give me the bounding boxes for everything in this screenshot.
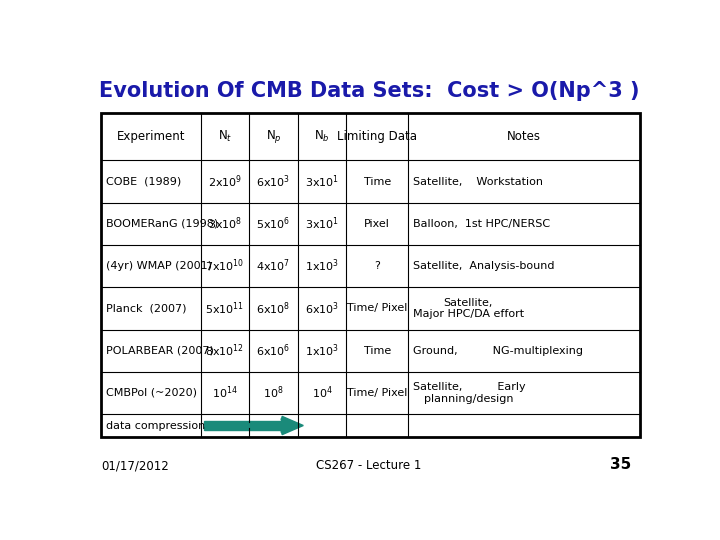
Text: 5x10$^6$: 5x10$^6$ — [256, 215, 291, 232]
Text: 3x10$^8$: 3x10$^8$ — [208, 215, 242, 232]
Text: Satellite,  Analysis-bound: Satellite, Analysis-bound — [413, 261, 554, 271]
Text: Satellite,    Workstation: Satellite, Workstation — [413, 177, 543, 187]
Text: 7x10$^{10}$: 7x10$^{10}$ — [205, 258, 245, 274]
Text: Time/ Pixel: Time/ Pixel — [347, 303, 408, 313]
Text: COBE  (1989): COBE (1989) — [106, 177, 181, 187]
Text: 01/17/2012: 01/17/2012 — [101, 460, 169, 472]
Text: Time/ Pixel: Time/ Pixel — [347, 388, 408, 398]
Text: Notes: Notes — [507, 130, 541, 143]
Text: Time: Time — [364, 177, 391, 187]
Text: 3x10$^1$: 3x10$^1$ — [305, 173, 339, 190]
Text: Satellite,
Major HPC/DA effort: Satellite, Major HPC/DA effort — [413, 298, 523, 319]
Text: 10$^4$: 10$^4$ — [312, 384, 333, 401]
Text: 1x10$^3$: 1x10$^3$ — [305, 258, 339, 274]
Text: 3x10$^1$: 3x10$^1$ — [305, 215, 339, 232]
Text: BOOMERanG (1998): BOOMERanG (1998) — [106, 219, 218, 229]
Text: 1x10$^3$: 1x10$^3$ — [305, 342, 339, 359]
Text: N$_p$: N$_p$ — [266, 128, 282, 145]
Polygon shape — [204, 421, 284, 430]
Text: 2x10$^9$: 2x10$^9$ — [208, 173, 242, 190]
Text: CMBPol (~2020): CMBPol (~2020) — [106, 388, 197, 398]
Text: 8x10$^{12}$: 8x10$^{12}$ — [205, 342, 245, 359]
Text: Time: Time — [364, 346, 391, 356]
Text: 10$^8$: 10$^8$ — [264, 384, 284, 401]
Text: Planck  (2007): Planck (2007) — [106, 303, 186, 313]
Text: 6x10$^3$: 6x10$^3$ — [305, 300, 339, 316]
Text: Limiting Data: Limiting Data — [337, 130, 417, 143]
Text: Experiment: Experiment — [117, 130, 185, 143]
Text: data compression: data compression — [106, 421, 205, 430]
Text: ?: ? — [374, 261, 380, 271]
Text: Evolution Of CMB Data Sets:  Cost > O(Np^3 ): Evolution Of CMB Data Sets: Cost > O(Np^… — [99, 82, 639, 102]
Text: 6x10$^8$: 6x10$^8$ — [256, 300, 291, 316]
Text: Pixel: Pixel — [364, 219, 390, 229]
Text: POLARBEAR (2007): POLARBEAR (2007) — [106, 346, 214, 356]
Text: (4yr) WMAP (2001): (4yr) WMAP (2001) — [106, 261, 212, 271]
Text: Ground,          NG-multiplexing: Ground, NG-multiplexing — [413, 346, 582, 356]
Text: 35: 35 — [610, 457, 631, 472]
Text: Satellite,          Early
planning/design: Satellite, Early planning/design — [413, 382, 525, 404]
Text: CS267 - Lecture 1: CS267 - Lecture 1 — [316, 460, 422, 472]
Text: 6x10$^3$: 6x10$^3$ — [256, 173, 291, 190]
Text: N$_t$: N$_t$ — [218, 129, 233, 144]
Text: 4x10$^7$: 4x10$^7$ — [256, 258, 291, 274]
Text: N$_b$: N$_b$ — [314, 129, 330, 144]
Text: 6x10$^6$: 6x10$^6$ — [256, 342, 291, 359]
Text: 5x10$^{11}$: 5x10$^{11}$ — [205, 300, 245, 316]
Text: Balloon,  1st HPC/NERSC: Balloon, 1st HPC/NERSC — [413, 219, 549, 229]
Polygon shape — [282, 416, 303, 435]
Text: 10$^{14}$: 10$^{14}$ — [212, 384, 238, 401]
